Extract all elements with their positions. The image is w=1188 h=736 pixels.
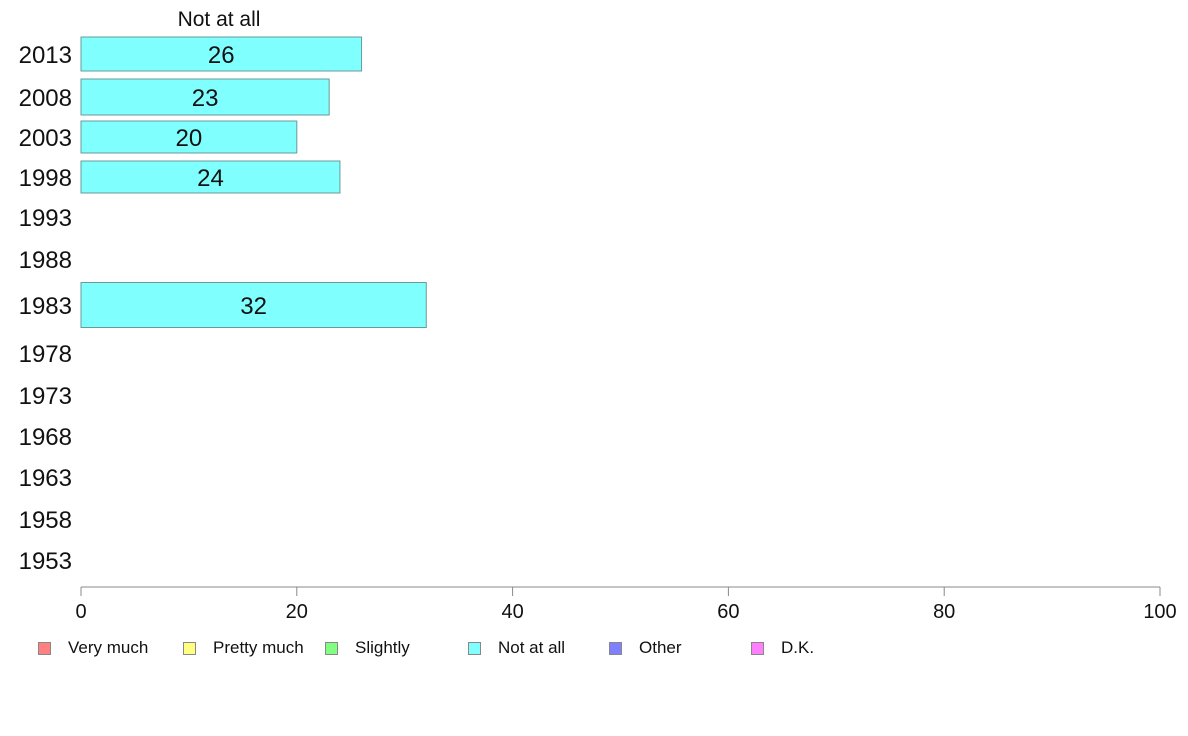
x-tick-label: 40 [501, 601, 523, 623]
x-axis: 0 20 40 60 80 100 [75, 587, 1176, 623]
x-tick-label: 0 [75, 601, 86, 623]
bar-value-label: 24 [197, 165, 224, 192]
bar-value-label: 32 [240, 293, 267, 320]
y-category-label: 2013 [19, 42, 72, 69]
y-category-label: 2008 [19, 85, 72, 112]
legend-label: Not at all [498, 638, 565, 658]
y-category-label: 1993 [19, 205, 72, 232]
bars-group: 26 23 20 24 32 [81, 37, 426, 328]
bar-chart: Not at all 26 23 20 24 32 2013 2008 2003 1998 19… [0, 0, 1188, 736]
x-tick-label: 60 [717, 601, 739, 623]
bar-value-label: 23 [192, 85, 219, 112]
y-category-label: 1988 [19, 247, 72, 274]
legend-label: Other [639, 638, 682, 658]
bar-value-label: 26 [208, 42, 235, 69]
x-tick-label: 100 [1143, 601, 1176, 623]
legend-swatch [751, 642, 764, 655]
y-category-label: 2003 [19, 125, 72, 152]
x-tick-label: 20 [286, 601, 308, 623]
y-category-label: 1983 [19, 293, 72, 320]
bar-value-label: 20 [176, 125, 203, 152]
y-category-label: 1958 [19, 507, 72, 534]
legend-item: Not at all [468, 638, 609, 658]
legend-item: Pretty much [183, 638, 325, 658]
y-category-label: 1968 [19, 424, 72, 451]
y-category-label: 1998 [19, 165, 72, 192]
y-category-label: 1978 [19, 341, 72, 368]
legend: Very much Pretty much Slightly Not at all Ot… [38, 638, 831, 658]
y-category-label: 1973 [19, 383, 72, 410]
legend-item: D.K. [751, 638, 831, 658]
x-tick-label: 80 [933, 601, 955, 623]
legend-label: Pretty much [213, 638, 304, 658]
y-category-label: 1963 [19, 465, 72, 492]
legend-swatch [468, 642, 481, 655]
legend-label: D.K. [781, 638, 814, 658]
legend-item: Slightly [325, 638, 468, 658]
legend-swatch [183, 642, 196, 655]
legend-item: Very much [38, 638, 183, 658]
legend-label: Very much [68, 638, 148, 658]
legend-swatch [609, 642, 622, 655]
legend-item: Other [609, 638, 751, 658]
legend-swatch [38, 642, 51, 655]
y-axis-categories: 2013 2008 2003 1998 1993 1988 1983 1978 1973 1968… [19, 42, 72, 575]
legend-swatch [325, 642, 338, 655]
y-category-label: 1953 [19, 548, 72, 575]
series-title: Not at all [178, 8, 261, 31]
legend-label: Slightly [355, 638, 410, 658]
